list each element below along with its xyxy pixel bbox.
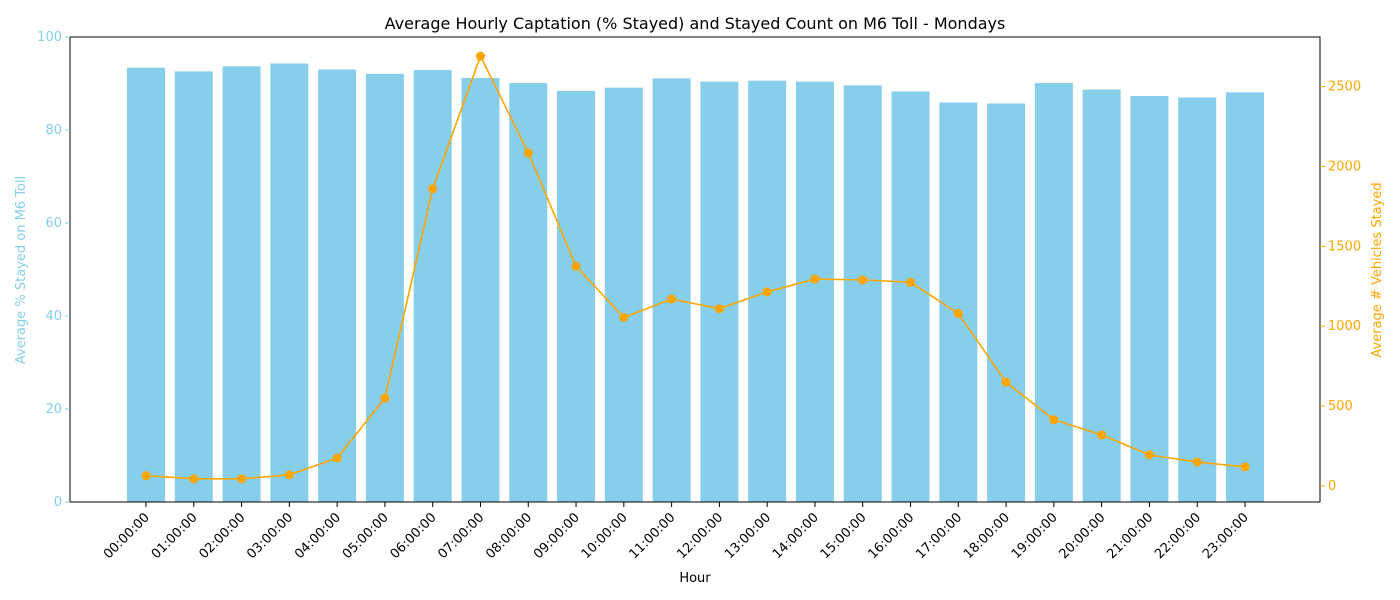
line-point-17: [953, 308, 963, 318]
line-point-12: [714, 304, 724, 314]
left-y-axis-label: Average % Stayed on M6 Toll: [14, 176, 29, 364]
line-point-18: [1001, 377, 1011, 387]
x-tick-label-15: 15:00:00: [818, 510, 870, 562]
right-tick-label-1: 500: [1328, 399, 1353, 414]
line-point-16: [906, 277, 916, 287]
line-point-3: [284, 470, 294, 480]
x-tick-label-5: 05:00:00: [340, 510, 392, 562]
right-tick-label-2: 1000: [1328, 319, 1361, 334]
left-tick-label-1: 20: [45, 402, 62, 417]
bar-17: [939, 102, 978, 502]
bar-7: [461, 77, 500, 503]
line-point-21: [1144, 450, 1154, 460]
line-point-15: [858, 275, 868, 285]
left-tick-label-0: 0: [54, 495, 62, 510]
line-point-13: [762, 287, 772, 297]
line-point-19: [1049, 415, 1059, 425]
line-point-0: [141, 471, 151, 481]
x-tick-label-13: 13:00:00: [722, 510, 774, 562]
bar-5: [365, 73, 404, 503]
bar-16: [891, 91, 930, 502]
x-tick-label-16: 16:00:00: [865, 510, 917, 562]
bar-18: [987, 103, 1026, 503]
line-point-7: [475, 51, 485, 61]
line-layer: [141, 51, 1250, 484]
chart-title: Average Hourly Captation (% Stayed) and …: [385, 14, 1006, 33]
x-tick-label-10: 10:00:00: [579, 510, 631, 562]
line-point-6: [428, 184, 438, 194]
x-tick-label-7: 07:00:00: [435, 510, 487, 562]
left-tick-label-3: 60: [45, 216, 62, 231]
line-point-8: [523, 148, 533, 158]
right-tick-label-0: 0: [1328, 479, 1336, 494]
line-point-23: [1240, 462, 1250, 472]
x-tick-label-4: 04:00:00: [292, 510, 344, 562]
right-tick-label-4: 2000: [1328, 159, 1361, 174]
line-point-9: [571, 261, 581, 271]
x-tick-label-0: 00:00:00: [101, 510, 153, 562]
bar-3: [270, 63, 309, 502]
line-point-22: [1192, 457, 1202, 467]
bar-8: [509, 83, 548, 502]
plot-frame: [69, 36, 1321, 503]
x-tick-label-23: 23:00:00: [1200, 510, 1252, 562]
line-point-2: [237, 474, 247, 484]
line-point-4: [332, 453, 342, 463]
line-series-path: [145, 54, 1246, 480]
line-point-10: [619, 312, 629, 322]
left-tick-label-2: 40: [45, 309, 62, 324]
bar-10: [604, 87, 643, 502]
x-tick-label-2: 02:00:00: [196, 510, 248, 562]
bar-12: [700, 81, 739, 502]
x-tick-label-18: 18:00:00: [961, 510, 1013, 562]
bar-0: [127, 67, 165, 502]
x-tick-label-11: 11:00:00: [627, 510, 679, 562]
right-tick-label-5: 2500: [1328, 80, 1361, 95]
x-tick-label-20: 20:00:00: [1057, 510, 1109, 562]
x-tick-label-21: 21:00:00: [1104, 510, 1156, 562]
bar-11: [652, 78, 691, 502]
x-tick-label-9: 09:00:00: [531, 510, 583, 562]
x-tick-label-8: 08:00:00: [483, 510, 535, 562]
bar-2: [222, 66, 261, 503]
left-tick-label-4: 80: [45, 123, 62, 138]
line-point-20: [1097, 430, 1107, 440]
bar-19: [1034, 83, 1073, 502]
x-tick-label-6: 06:00:00: [388, 510, 440, 562]
x-tick-label-17: 17:00:00: [913, 510, 965, 562]
line-point-14: [810, 274, 820, 284]
line-point-1: [189, 474, 199, 484]
line-point-11: [667, 294, 677, 304]
right-tick-label-3: 1500: [1328, 239, 1361, 254]
x-tick-label-1: 01:00:00: [149, 510, 201, 562]
x-tick-label-12: 12:00:00: [674, 510, 726, 562]
x-tick-label-3: 03:00:00: [244, 510, 296, 562]
line-point-5: [380, 393, 390, 403]
left-tick-label-5: 100: [37, 30, 62, 45]
right-y-axis-label: Average # Vehicles Stayed: [1370, 182, 1385, 357]
bar-22: [1178, 97, 1217, 502]
x-tick-label-22: 22:00:00: [1152, 510, 1204, 562]
bar-15: [843, 85, 882, 503]
bar-21: [1130, 96, 1169, 503]
bar-23: [1226, 92, 1264, 503]
bar-9: [557, 90, 596, 502]
bar-14: [795, 81, 834, 502]
bars-layer: [127, 63, 1264, 503]
x-tick-label-19: 19:00:00: [1009, 510, 1061, 562]
x-tick-label-14: 14:00:00: [770, 510, 822, 562]
x-axis-label: Hour: [679, 571, 711, 586]
bar-1: [174, 71, 213, 502]
bar-4: [318, 69, 357, 503]
bar-6: [413, 70, 452, 502]
